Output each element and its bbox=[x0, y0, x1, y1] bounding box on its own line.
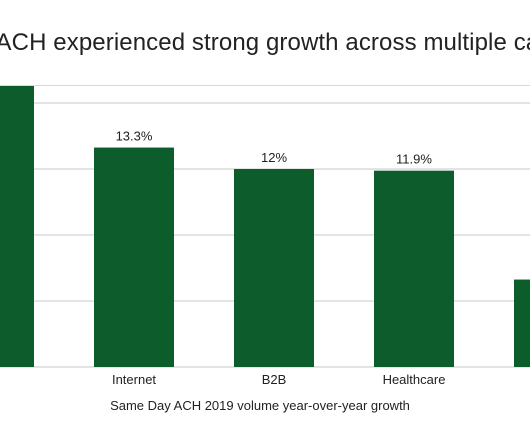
bar-healthcare bbox=[374, 170, 454, 367]
data-label-healthcare: 11.9% bbox=[396, 152, 432, 167]
bar-internet bbox=[94, 147, 174, 367]
x-tick-label-healthcare: Healthcare bbox=[383, 372, 446, 387]
chart-plot-area: %P13.3%Internet12%B2B11.9%HealthcareDire… bbox=[0, 53, 530, 443]
chart-title-text: y ACH experienced strong growth across m… bbox=[0, 29, 530, 56]
x-tick-label-internet: Internet bbox=[112, 372, 156, 387]
bar-b2b bbox=[234, 169, 314, 367]
bar-p bbox=[0, 71, 34, 368]
bar-dire bbox=[514, 279, 530, 367]
data-label-internet: 13.3% bbox=[116, 129, 153, 144]
bar-chart: %P13.3%Internet12%B2B11.9%HealthcareDire… bbox=[0, 53, 530, 413]
x-axis-label: Same Day ACH 2019 volume year-over-year … bbox=[110, 398, 410, 413]
chart-title: y ACH experienced strong growth across m… bbox=[0, 0, 530, 86]
x-tick-label-b2b: B2B bbox=[262, 372, 287, 387]
data-label-b2b: 12% bbox=[261, 150, 287, 165]
